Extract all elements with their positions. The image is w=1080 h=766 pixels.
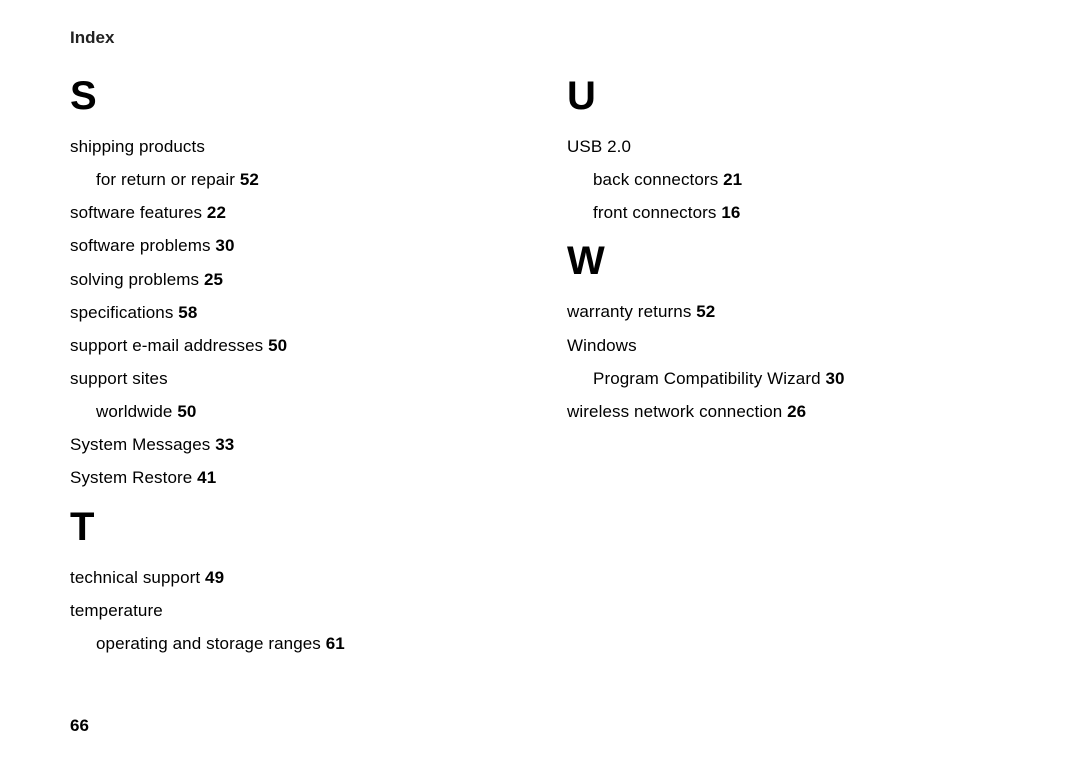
page-ref: 52 — [696, 302, 715, 321]
page-ref: 25 — [204, 270, 223, 289]
entry-text: worldwide — [96, 402, 177, 421]
entry-text: wireless network connection — [567, 402, 787, 421]
entry-text: Windows — [567, 336, 637, 355]
entry-text: operating and storage ranges — [96, 634, 326, 653]
index-entry: software problems 30 — [70, 229, 513, 262]
index-subentry: front connectors 16 — [567, 196, 1010, 229]
index-entry: technical support 49 — [70, 561, 513, 594]
index-entry: software features 22 — [70, 196, 513, 229]
entry-text: shipping products — [70, 137, 205, 156]
entry-text: temperature — [70, 601, 163, 620]
right-column: U USB 2.0 back connectors 21 front conne… — [567, 64, 1010, 660]
section-letter-u: U — [567, 74, 1010, 118]
index-entry: specifications 58 — [70, 296, 513, 329]
entry-text: specifications — [70, 303, 178, 322]
entry-text: front connectors — [593, 203, 721, 222]
page-ref: 49 — [205, 568, 224, 587]
section-letter-s: S — [70, 74, 513, 118]
page-ref: 21 — [723, 170, 742, 189]
page-ref: 16 — [721, 203, 740, 222]
index-subentry: for return or repair 52 — [70, 163, 513, 196]
entry-text: solving problems — [70, 270, 204, 289]
page-ref: 26 — [787, 402, 806, 421]
entry-text: support sites — [70, 369, 168, 388]
entry-text: System Messages — [70, 435, 215, 454]
entry-text: software problems — [70, 236, 215, 255]
page-ref: 58 — [178, 303, 197, 322]
index-subentry: worldwide 50 — [70, 395, 513, 428]
entry-text: support e-mail addresses — [70, 336, 268, 355]
page-ref: 22 — [207, 203, 226, 222]
index-entry: warranty returns 52 — [567, 295, 1010, 328]
page-ref: 52 — [240, 170, 259, 189]
page-ref: 33 — [215, 435, 234, 454]
entry-text: Program Compatibility Wizard — [593, 369, 825, 388]
page-ref: 50 — [268, 336, 287, 355]
page-header: Index — [70, 28, 1010, 48]
index-entry: wireless network connection 26 — [567, 395, 1010, 428]
section-letter-w: W — [567, 239, 1010, 283]
index-subentry: operating and storage ranges 61 — [70, 627, 513, 660]
entry-text: USB 2.0 — [567, 137, 631, 156]
index-entry: shipping products — [70, 130, 513, 163]
index-columns: S shipping products for return or repair… — [70, 64, 1010, 660]
entry-text: back connectors — [593, 170, 723, 189]
index-entry: USB 2.0 — [567, 130, 1010, 163]
page-number: 66 — [70, 716, 89, 736]
entry-text: software features — [70, 203, 207, 222]
index-entry: support e-mail addresses 50 — [70, 329, 513, 362]
index-entry: temperature — [70, 594, 513, 627]
entry-text: technical support — [70, 568, 205, 587]
page-ref: 30 — [215, 236, 234, 255]
entry-text: for return or repair — [96, 170, 240, 189]
index-entry: System Restore 41 — [70, 461, 513, 494]
page-ref: 30 — [825, 369, 844, 388]
section-letter-t: T — [70, 505, 513, 549]
index-subentry: Program Compatibility Wizard 30 — [567, 362, 1010, 395]
page-ref: 61 — [326, 634, 345, 653]
index-entry: System Messages 33 — [70, 428, 513, 461]
index-subentry: back connectors 21 — [567, 163, 1010, 196]
page-ref: 50 — [177, 402, 196, 421]
index-entry: Windows — [567, 329, 1010, 362]
left-column: S shipping products for return or repair… — [70, 64, 513, 660]
index-entry: support sites — [70, 362, 513, 395]
entry-text: System Restore — [70, 468, 197, 487]
page-ref: 41 — [197, 468, 216, 487]
index-entry: solving problems 25 — [70, 263, 513, 296]
entry-text: warranty returns — [567, 302, 696, 321]
